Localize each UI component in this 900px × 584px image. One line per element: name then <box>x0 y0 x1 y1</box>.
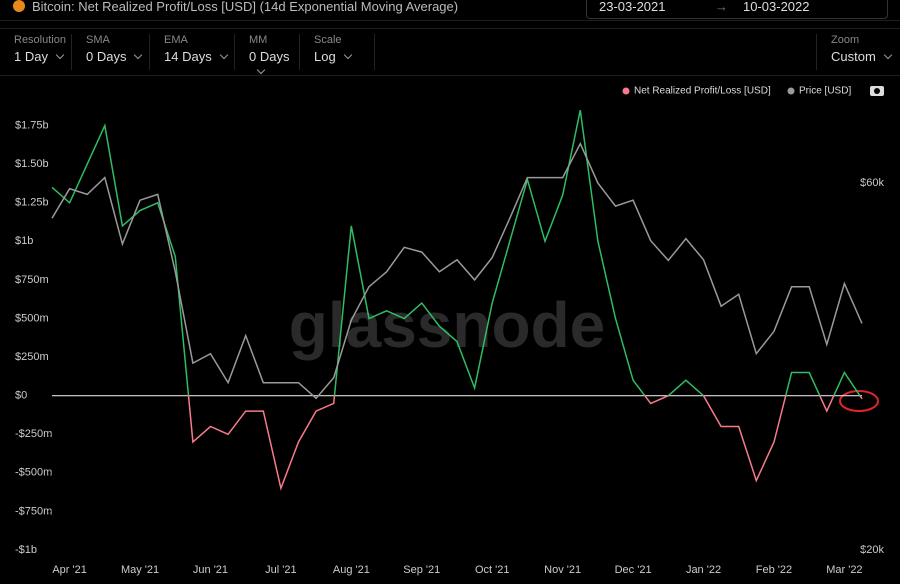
legend-label: Price [USD] <box>799 86 851 97</box>
y-tick-label: $500m <box>15 312 49 324</box>
x-tick-label: Apr '21 <box>52 564 87 576</box>
header: Bitcoin: Net Realized Profit/Loss [USD] … <box>0 0 900 21</box>
legend-label: Net Realized Profit/Loss [USD] <box>634 86 771 97</box>
control-label: EMA <box>164 34 188 46</box>
y-tick-label: $750m <box>15 274 49 286</box>
x-tick-label: Feb '22 <box>756 564 792 576</box>
legend-swatch <box>787 87 795 95</box>
control-value[interactable]: 14 Days <box>164 49 234 64</box>
legend-swatch <box>622 87 630 95</box>
x-tick-label: Jul '21 <box>265 564 296 576</box>
series-line <box>51 110 863 491</box>
y-tick-label: $1b <box>15 235 33 247</box>
x-tick-label: Aug '21 <box>333 564 370 576</box>
title: Bitcoin: Net Realized Profit/Loss [USD] … <box>32 0 459 14</box>
control[interactable]: Scale Log <box>300 34 375 70</box>
y-tick-label: $1.75b <box>15 119 49 131</box>
control-label: SMA <box>86 34 110 46</box>
control-label: Scale <box>314 34 342 46</box>
date-from[interactable]: 23-03-2021 <box>599 0 666 14</box>
y2-tick-label: $20k <box>860 544 884 556</box>
control[interactable]: EMA 14 Days <box>150 34 235 70</box>
x-tick-label: May '21 <box>121 564 159 576</box>
watermark: glassnode <box>289 289 606 361</box>
control-label: Resolution <box>14 34 66 46</box>
x-tick-label: Oct '21 <box>475 564 510 576</box>
y-tick-label: $1.50b <box>15 158 49 170</box>
y-tick-label: -$750m <box>15 505 52 517</box>
x-tick-label: Jun '21 <box>193 564 228 576</box>
y-tick-label: $1.25b <box>15 197 49 209</box>
x-tick-label: Nov '21 <box>544 564 581 576</box>
control[interactable]: SMA 0 Days <box>72 34 150 70</box>
control-value[interactable]: Log <box>314 49 374 64</box>
control-label: Zoom <box>831 34 860 46</box>
y2-tick-label: $60k <box>860 177 884 189</box>
camera-lens <box>874 88 880 94</box>
control-label: MM <box>249 34 268 46</box>
y-tick-label: -$500m <box>15 467 52 479</box>
control[interactable]: Zoom Custom <box>816 34 891 70</box>
date-to[interactable]: 10-03-2022 <box>743 0 810 14</box>
control[interactable]: Resolution 1 Day <box>0 34 72 70</box>
y-tick-label: $250m <box>15 351 49 363</box>
x-tick-label: Dec '21 <box>615 564 652 576</box>
control-value[interactable]: 0 Days <box>86 49 149 64</box>
toolbar: Resolution 1 Day SMA 0 Days EMA 14 Days MM 0 Da… <box>0 28 900 76</box>
y-tick-label: -$250m <box>15 428 52 440</box>
y-tick-label: -$1b <box>15 544 37 556</box>
control[interactable]: MM 0 Days <box>235 34 300 70</box>
series-line <box>51 141 863 400</box>
arrow: → <box>715 0 728 14</box>
control-value[interactable]: 1 Day <box>14 49 71 64</box>
bitcoin-icon <box>13 0 25 12</box>
control-value[interactable]: Custom <box>831 49 891 64</box>
x-tick-label: Mar '22 <box>826 564 862 576</box>
control-value[interactable]: 0 Days <box>249 49 299 79</box>
date-range[interactable]: 23-03-2021 → 10-03-2022 <box>586 0 888 19</box>
highlight-circle <box>839 390 879 412</box>
x-tick-label: Sep '21 <box>403 564 440 576</box>
y-tick-label: $0 <box>15 390 27 402</box>
x-tick-label: Jan '22 <box>686 564 721 576</box>
